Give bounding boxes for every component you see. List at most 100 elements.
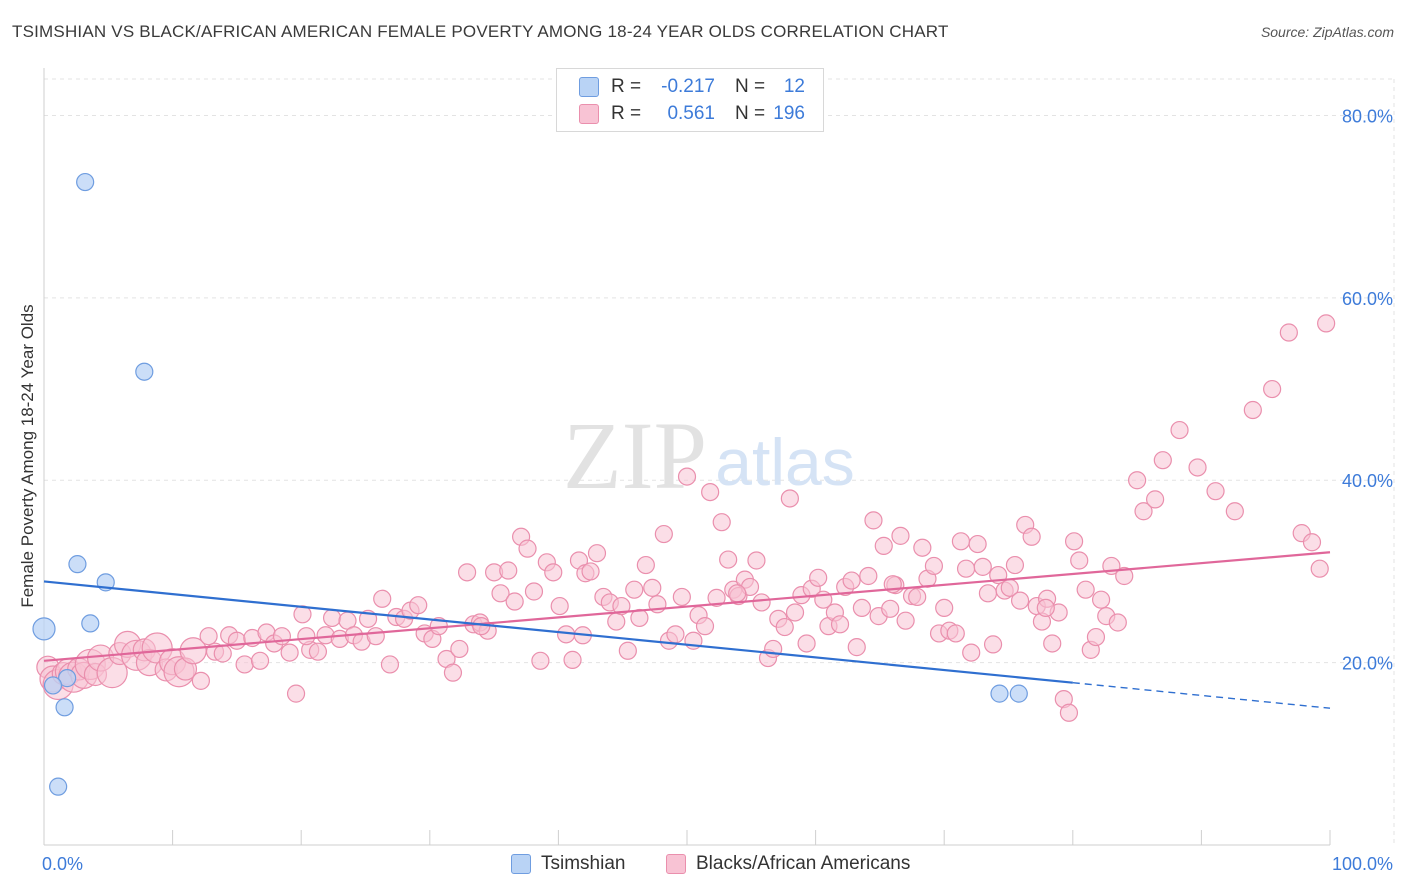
point-blacks <box>227 631 246 650</box>
point-blacks <box>780 489 799 508</box>
point-blacks <box>1108 613 1127 632</box>
point-blacks <box>968 534 987 554</box>
point-blacks <box>1188 458 1207 477</box>
series-tsimshian-points <box>32 172 1028 796</box>
n-value: 12 <box>783 76 805 97</box>
point-tsimshian <box>990 684 1009 703</box>
point-blacks <box>695 617 715 636</box>
point-blacks <box>618 641 637 660</box>
point-blacks <box>1022 527 1041 546</box>
point-blacks <box>1134 502 1153 521</box>
point-blacks <box>775 617 794 637</box>
point-blacks <box>630 608 649 628</box>
point-blacks <box>1206 482 1225 501</box>
y-tick-label: 40.0% <box>1342 471 1393 491</box>
r-label: R = <box>611 76 642 97</box>
point-blacks <box>983 635 1003 654</box>
point-tsimshian <box>32 617 56 641</box>
point-blacks <box>1076 580 1095 599</box>
point-blacks <box>1170 420 1189 440</box>
point-tsimshian <box>76 172 95 192</box>
point-blacks <box>607 612 626 631</box>
point-blacks <box>973 557 992 576</box>
point-blacks <box>1059 703 1079 722</box>
point-blacks <box>1310 559 1329 578</box>
point-blacks <box>747 551 766 570</box>
point-blacks <box>874 536 893 555</box>
point-tsimshian <box>43 676 63 695</box>
y-tick-label: 80.0% <box>1342 106 1393 126</box>
point-blacks <box>752 593 771 612</box>
point-blacks <box>409 596 428 615</box>
point-blacks <box>847 638 866 657</box>
point-blacks <box>1064 532 1084 551</box>
point-blacks <box>935 598 954 618</box>
point-blacks <box>1043 634 1062 653</box>
point-tsimshian <box>135 362 154 381</box>
point-blacks <box>956 559 976 578</box>
point-blacks <box>1302 533 1322 552</box>
legend-row-tsimshian: R = -0.217 N = 12 <box>579 75 805 99</box>
point-blacks <box>581 562 600 581</box>
blacks-swatch <box>579 104 599 124</box>
point-blacks <box>636 555 655 575</box>
point-blacks <box>550 596 569 616</box>
tsimshian-legend-label: Tsimshian <box>541 853 626 874</box>
point-blacks <box>852 598 871 618</box>
point-blacks <box>672 587 691 607</box>
point-blacks <box>891 526 910 545</box>
point-blacks <box>1086 627 1106 647</box>
point-blacks <box>366 627 385 646</box>
point-blacks <box>1146 490 1165 509</box>
point-tsimshian <box>58 669 77 688</box>
point-blacks <box>380 655 400 674</box>
point-blacks <box>842 571 861 590</box>
r-value: -0.217 <box>661 76 715 97</box>
y-axis-label: Female Poverty Among 18-24 Year Olds <box>18 304 37 608</box>
point-blacks <box>531 651 550 670</box>
point-blacks <box>587 544 607 563</box>
point-blacks <box>830 615 850 634</box>
blacks-legend-swatch <box>666 854 686 874</box>
point-blacks <box>625 580 644 599</box>
point-blacks <box>308 642 328 661</box>
point-blacks <box>728 584 747 603</box>
point-blacks <box>1036 598 1055 618</box>
correlation-legend: R = -0.217 N = 12 R = 0.561 N = 196 <box>556 68 824 132</box>
point-blacks <box>1010 591 1030 610</box>
n-label: N = <box>735 103 766 124</box>
point-blacks <box>250 651 270 670</box>
tsimshian-swatch <box>579 77 599 97</box>
point-blacks <box>809 568 828 587</box>
tsimshian-legend-swatch <box>511 854 531 874</box>
point-blacks <box>719 550 738 569</box>
point-blacks <box>962 643 981 662</box>
bottom-legend-blacks: Blacks/African Americans <box>666 852 910 876</box>
point-blacks <box>946 624 965 643</box>
r-label: R = <box>611 103 642 124</box>
point-blacks <box>1127 471 1147 490</box>
point-blacks <box>524 582 544 601</box>
point-blacks <box>191 671 210 690</box>
point-blacks <box>797 634 816 653</box>
point-blacks <box>1279 323 1298 342</box>
point-tsimshian <box>49 777 68 796</box>
point-blacks <box>654 524 673 544</box>
point-blacks <box>908 587 927 607</box>
y-tick-label: 20.0% <box>1342 654 1393 674</box>
source-label: Source: ZipAtlas.com <box>1260 24 1394 40</box>
point-blacks <box>913 538 932 557</box>
point-blacks <box>457 563 477 582</box>
trend-line-tsimshian-extension <box>1072 681 1331 709</box>
point-blacks <box>235 655 254 674</box>
point-blacks <box>213 644 232 663</box>
blacks-legend-label: Blacks/African Americans <box>696 853 911 874</box>
point-blacks <box>518 539 537 558</box>
point-blacks <box>612 596 631 616</box>
point-blacks <box>505 592 524 611</box>
point-blacks <box>322 608 342 628</box>
point-blacks <box>712 513 731 532</box>
x-tick-label: 0.0% <box>42 854 83 874</box>
point-blacks <box>450 639 469 659</box>
